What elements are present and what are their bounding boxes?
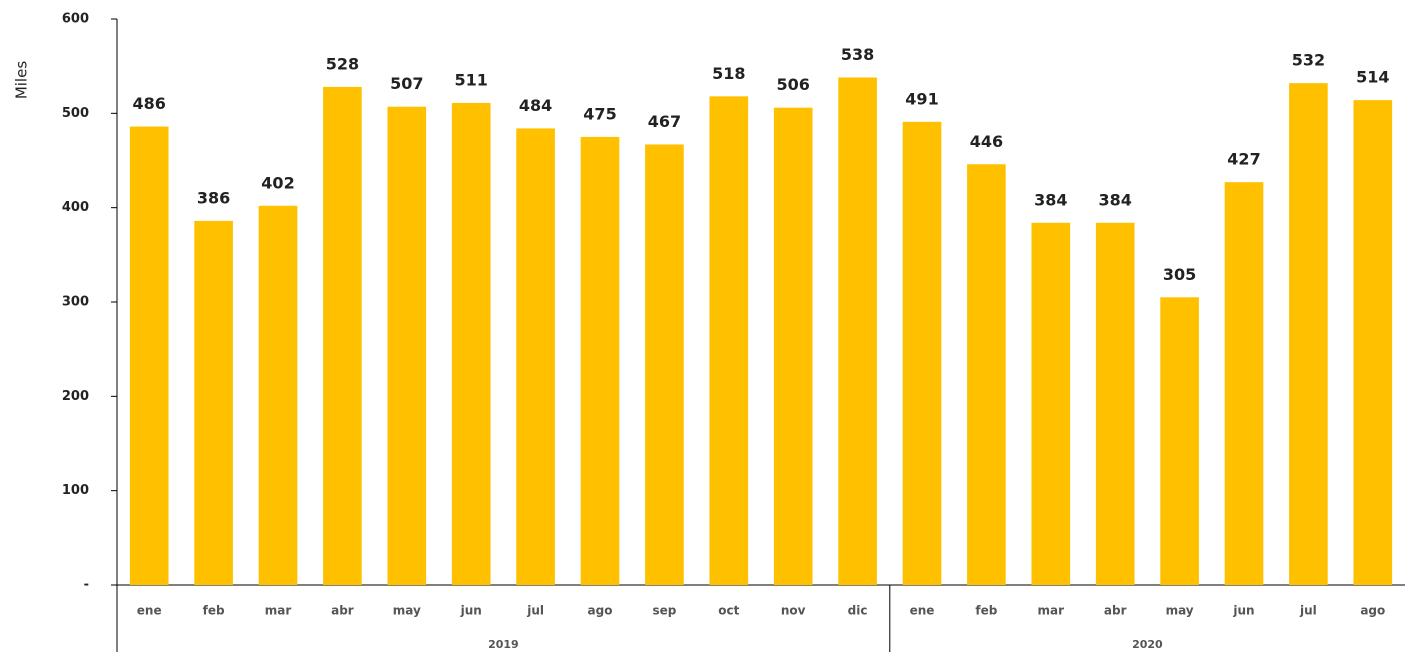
y-tick-label: -: [84, 578, 89, 593]
bar: [580, 136, 620, 585]
y-tick-label: 500: [62, 106, 89, 121]
x-tick-label: mar: [1038, 604, 1065, 618]
bar: [516, 128, 555, 585]
bar: [645, 144, 684, 586]
data-label: 427: [1227, 150, 1260, 169]
data-label: 538: [841, 45, 874, 64]
y-tick-label: 600: [62, 12, 89, 27]
bar: [773, 107, 813, 585]
x-tick-label: abr: [331, 604, 354, 618]
bar: [194, 220, 233, 585]
x-tick-label: jun: [1232, 604, 1254, 618]
data-label: 528: [326, 54, 359, 73]
y-tick-label: 100: [62, 483, 89, 498]
bar: [387, 106, 427, 585]
data-label: 507: [390, 74, 423, 93]
y-tick-label: 400: [62, 200, 89, 215]
data-label: 305: [1163, 265, 1196, 284]
x-tick-label: ago: [1360, 604, 1385, 618]
data-label: 491: [905, 89, 938, 108]
data-label: 484: [519, 96, 552, 115]
x-tick-label: nov: [781, 604, 806, 618]
x-tick-label: may: [1166, 604, 1194, 618]
bar: [902, 121, 942, 585]
x-tick-label: ago: [588, 604, 613, 618]
x-tick-label: abr: [1104, 604, 1127, 618]
bar: [838, 77, 877, 585]
data-label: 402: [261, 173, 294, 192]
data-label: 518: [712, 64, 745, 83]
x-tick-label: jul: [526, 604, 544, 618]
group-label: 2019: [488, 638, 519, 651]
bar: [1224, 182, 1264, 586]
x-tick-label: ene: [137, 604, 162, 618]
x-tick-label: may: [393, 604, 421, 618]
data-label: 506: [776, 75, 809, 94]
group-label: 2020: [1132, 638, 1163, 651]
x-tick-label: sep: [652, 604, 676, 618]
bar: [1353, 100, 1393, 586]
bar: [323, 86, 362, 586]
bar: [1160, 297, 1199, 585]
data-label: 384: [1098, 190, 1131, 209]
data-label: 386: [197, 188, 230, 207]
bar: [451, 102, 491, 585]
bar: [709, 96, 749, 585]
x-tick-label: feb: [975, 604, 997, 618]
data-label: 511: [454, 70, 487, 89]
x-tick-label: mar: [265, 604, 292, 618]
y-axis-label: Miles: [13, 61, 31, 100]
data-label: 475: [583, 104, 616, 123]
y-tick-label: 200: [62, 389, 89, 404]
data-label: 467: [648, 112, 681, 131]
bar: [1289, 83, 1328, 585]
x-tick-label: dic: [848, 604, 868, 618]
bar: [129, 126, 169, 585]
x-tick-label: feb: [203, 604, 225, 618]
bar: [967, 164, 1006, 586]
bar: [1095, 222, 1135, 585]
x-tick-label: jul: [1299, 604, 1317, 618]
x-tick-label: jun: [460, 604, 482, 618]
x-tick-label: oct: [718, 604, 739, 618]
bar: [1031, 222, 1071, 585]
x-tick-label: ene: [910, 604, 935, 618]
bar: [258, 205, 298, 585]
data-label: 514: [1356, 68, 1389, 87]
y-tick-label: 300: [62, 295, 89, 310]
data-label: 486: [132, 94, 165, 113]
data-label: 446: [970, 132, 1003, 151]
data-label: 532: [1292, 51, 1325, 70]
data-label: 384: [1034, 190, 1067, 209]
